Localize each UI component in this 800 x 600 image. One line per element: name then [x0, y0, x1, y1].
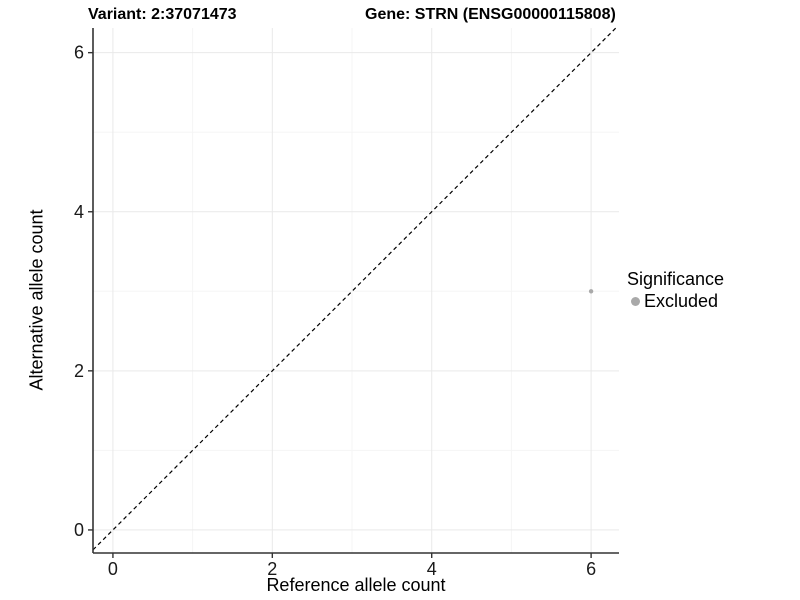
x-tick-label: 0: [108, 559, 118, 579]
x-tick-label: 2: [267, 559, 277, 579]
legend-item-label: Excluded: [644, 291, 719, 311]
y-tick-label: 6: [74, 43, 84, 63]
y-tick-label: 2: [74, 361, 84, 381]
x-tick-label: 4: [427, 559, 437, 579]
legend-item: Excluded: [627, 291, 724, 311]
x-axis-title: Reference allele count: [266, 575, 446, 595]
legend-items: Excluded: [627, 291, 724, 311]
gene-title: Gene: STRN (ENSG00000115808): [365, 6, 616, 23]
y-tick-label: 4: [74, 202, 84, 222]
legend-key-dot: [631, 296, 640, 306]
legend-title: Significance: [627, 269, 725, 289]
y-axis-title: Alternative allele count: [26, 209, 47, 391]
x-tick-label: 6: [586, 559, 596, 579]
legend: Significance Excluded: [627, 269, 724, 311]
identity-dashed-line: [92, 27, 617, 551]
y-tick-label: 0: [74, 520, 84, 540]
data-point: [588, 289, 594, 294]
variant-title: Variant: 2:37071473: [88, 6, 237, 23]
